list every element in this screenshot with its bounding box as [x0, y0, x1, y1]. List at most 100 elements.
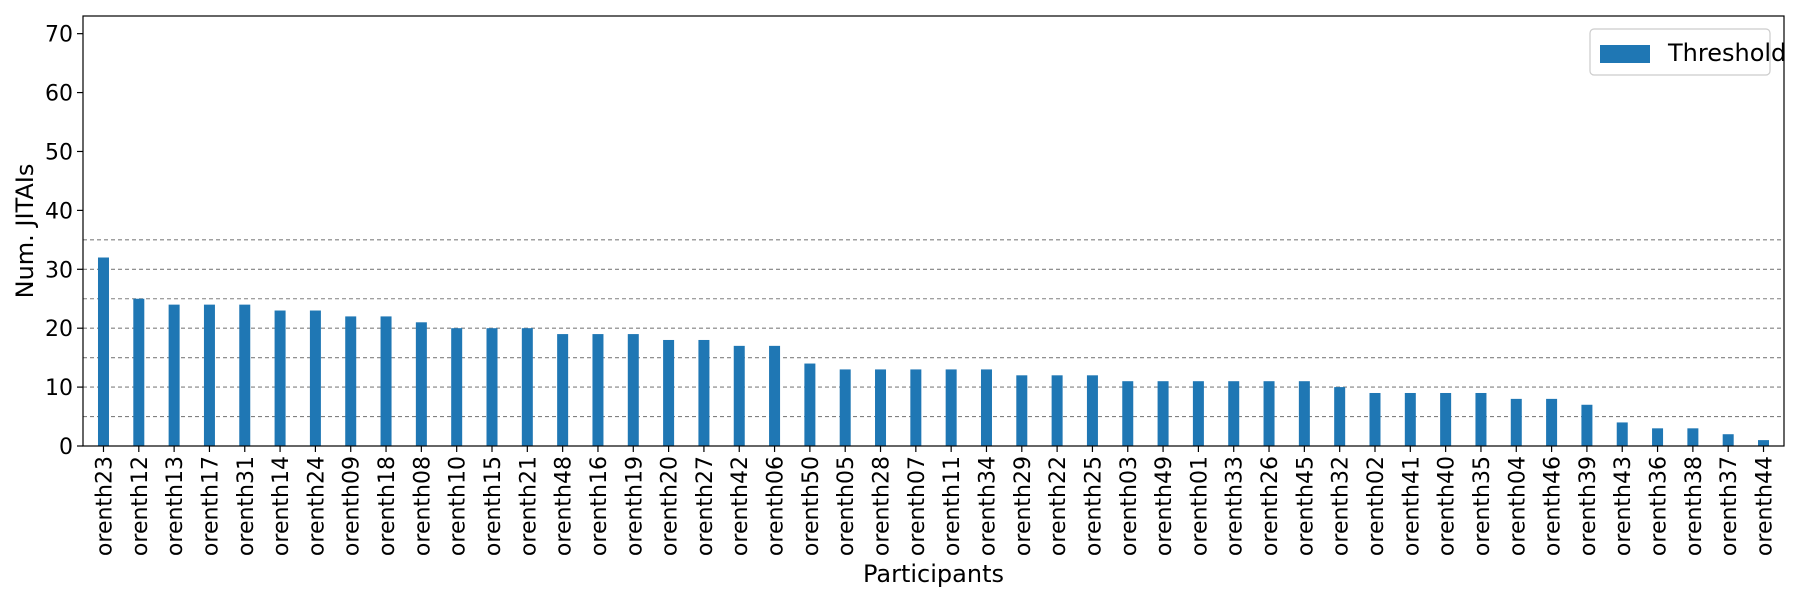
bar-orenth42: [733, 345, 745, 446]
x-tick-label-orenth05: orenth05: [834, 456, 859, 556]
bar-orenth10: [451, 328, 463, 446]
x-tick-label-orenth02: orenth02: [1364, 456, 1389, 556]
x-tick-label-orenth01: orenth01: [1187, 456, 1212, 556]
bar-orenth17: [203, 304, 215, 446]
bar-orenth20: [663, 339, 675, 446]
x-tick-label-orenth07: orenth07: [905, 456, 930, 556]
bar-orenth18: [380, 316, 392, 446]
y-tick-label: 60: [45, 82, 73, 107]
bar-orenth48: [557, 334, 569, 446]
bar-orenth19: [627, 334, 639, 446]
x-tick-label-orenth23: orenth23: [92, 456, 117, 556]
x-tick-label-orenth15: orenth15: [481, 456, 506, 556]
bar-orenth08: [415, 322, 427, 446]
x-tick-label-orenth37: orenth37: [1717, 456, 1742, 556]
x-tick-label-orenth50: orenth50: [799, 456, 824, 556]
x-tick-label-orenth33: orenth33: [1223, 456, 1248, 556]
y-tick-label: 20: [45, 317, 73, 342]
x-tick-label-orenth29: orenth29: [1011, 456, 1036, 556]
bar-orenth11: [945, 369, 957, 446]
x-tick-label-orenth28: orenth28: [870, 456, 895, 556]
legend-label: Threshold: [1667, 39, 1786, 67]
bar-orenth41: [1404, 392, 1416, 446]
y-tick-label: 30: [45, 258, 73, 283]
y-tick-label: 40: [45, 199, 73, 224]
x-tick-label-orenth18: orenth18: [375, 456, 400, 556]
x-tick-label-orenth21: orenth21: [516, 456, 541, 556]
bar-orenth05: [839, 369, 851, 446]
bar-orenth34: [980, 369, 992, 446]
x-tick-label-orenth10: orenth10: [446, 456, 471, 556]
bars: [97, 257, 1770, 446]
plot-area-frame: [82, 15, 1785, 447]
bar-orenth37: [1722, 434, 1734, 446]
legend-swatch: [1600, 45, 1650, 63]
x-tick-label-orenth13: orenth13: [163, 456, 188, 556]
bar-orenth07: [910, 369, 922, 446]
x-tick-label-orenth32: orenth32: [1329, 456, 1354, 556]
x-tick-label-orenth17: orenth17: [198, 456, 223, 556]
bar-orenth49: [1157, 381, 1169, 446]
bar-orenth39: [1581, 404, 1593, 446]
x-tick-label-orenth19: orenth19: [622, 456, 647, 556]
bar-orenth35: [1475, 392, 1487, 446]
y-tick-label: 10: [45, 376, 73, 401]
y-axis-label: Num. JITAIs: [11, 164, 39, 299]
x-tick-label-orenth27: orenth27: [693, 456, 718, 556]
bar-orenth36: [1652, 428, 1664, 446]
x-tick-label-orenth22: orenth22: [1046, 456, 1071, 556]
bar-orenth21: [521, 328, 533, 446]
y-tick-label: 0: [59, 435, 73, 460]
bar-orenth45: [1298, 381, 1310, 446]
bar-orenth28: [875, 369, 887, 446]
x-tick-label-orenth31: orenth31: [234, 456, 259, 556]
x-tick-label-orenth16: orenth16: [587, 456, 612, 556]
legend: Threshold: [1589, 28, 1786, 76]
bar-orenth16: [592, 334, 604, 446]
legend-box: [1589, 28, 1771, 76]
bar-orenth06: [769, 345, 781, 446]
x-tick-label-orenth43: orenth43: [1611, 456, 1636, 556]
bar-orenth03: [1122, 381, 1134, 446]
bar-orenth12: [133, 298, 145, 446]
bar-orenth09: [345, 316, 357, 446]
bar-orenth23: [97, 257, 109, 446]
bar-orenth14: [274, 310, 286, 446]
bar-orenth22: [1051, 375, 1063, 446]
x-tick-label-orenth34: orenth34: [975, 456, 1000, 556]
x-tick-label-orenth03: orenth03: [1117, 456, 1142, 556]
x-tick-label-orenth14: orenth14: [269, 456, 294, 556]
bar-orenth24: [309, 310, 321, 446]
x-tick-label-orenth09: orenth09: [340, 456, 365, 556]
x-tick-label-orenth48: orenth48: [552, 456, 577, 556]
x-tick-label-orenth35: orenth35: [1470, 456, 1495, 556]
y-tick-label: 70: [45, 23, 73, 48]
x-tick-label-orenth11: orenth11: [940, 456, 965, 556]
x-tick-label-orenth41: orenth41: [1399, 456, 1424, 556]
x-tick-label-orenth08: orenth08: [410, 456, 435, 556]
bar-orenth25: [1086, 375, 1098, 446]
x-tick-label-orenth04: orenth04: [1505, 456, 1530, 556]
bar-orenth29: [1016, 375, 1028, 446]
x-tick-label-orenth12: orenth12: [128, 456, 153, 556]
x-tick-label-orenth44: orenth44: [1753, 456, 1778, 556]
bar-orenth38: [1687, 428, 1699, 446]
bar-orenth43: [1616, 422, 1628, 446]
x-tick-label-orenth06: orenth06: [764, 456, 789, 556]
x-tick-label-orenth49: orenth49: [1152, 456, 1177, 556]
bar-orenth31: [239, 304, 251, 446]
x-tick-label-orenth40: orenth40: [1435, 456, 1460, 556]
bar-orenth32: [1334, 387, 1346, 446]
bar-orenth04: [1510, 398, 1522, 446]
x-tick-label-orenth24: orenth24: [304, 456, 329, 556]
y-tick-label: 50: [45, 140, 73, 165]
x-axis: orenth23 orenth12 orenth13 orenth17 orenth31…: [92, 446, 1778, 556]
x-tick-label-orenth26: orenth26: [1258, 456, 1283, 556]
x-tick-label-orenth42: orenth42: [728, 456, 753, 556]
x-tick-label-orenth36: orenth36: [1647, 456, 1672, 556]
x-tick-label-orenth38: orenth38: [1682, 456, 1707, 556]
bar-orenth13: [168, 304, 180, 446]
x-axis-label: Participants: [863, 560, 1004, 588]
